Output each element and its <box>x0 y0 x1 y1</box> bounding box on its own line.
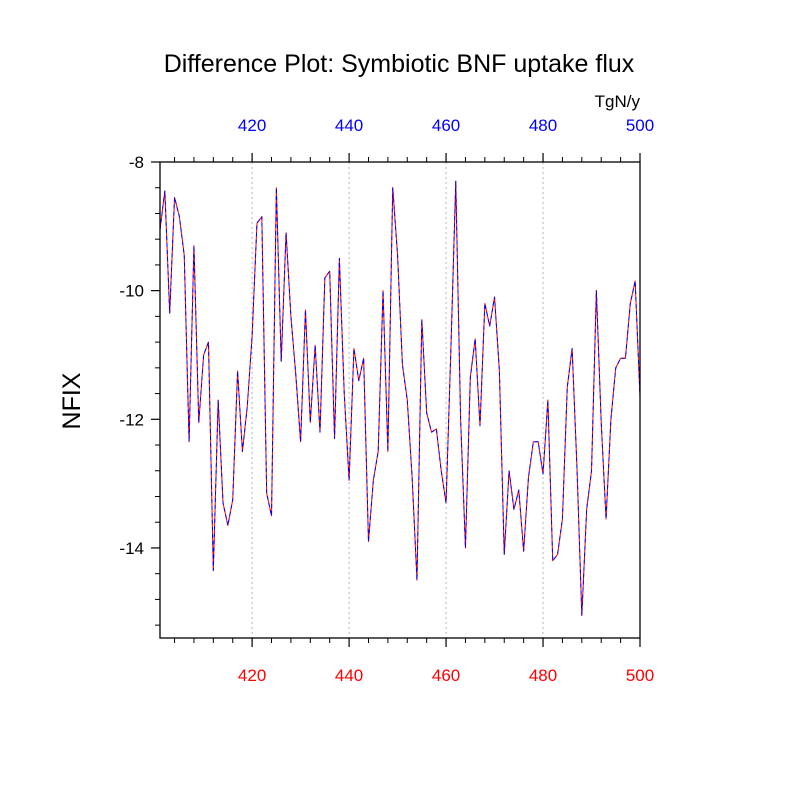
x-tick-label-top-420: 420 <box>238 116 266 135</box>
x-tick-label-bottom-440: 440 <box>335 666 363 685</box>
chart-title: Difference Plot: Symbiotic BNF uptake fl… <box>164 50 635 78</box>
x-tick-label-top-440: 440 <box>335 116 363 135</box>
x-tick-label-bottom-420: 420 <box>238 666 266 685</box>
x-tick-label-top-480: 480 <box>529 116 557 135</box>
series-line-1 <box>159 180 641 616</box>
x-tick-label-top-460: 460 <box>432 116 460 135</box>
y-tick-label--14: -14 <box>119 539 144 558</box>
axis-tick-labels: -8 -10 -12 -14 420 420 440 440 460 460 480 480 500 50… <box>119 116 654 685</box>
y-axis-label: NFIX <box>58 372 86 429</box>
x-gridlines <box>251 162 544 638</box>
series-line-2 <box>159 180 641 616</box>
x-tick-label-bottom-480: 480 <box>529 666 557 685</box>
axis-ticks <box>151 153 641 647</box>
units-label: TgN/y <box>595 92 641 111</box>
series-lines <box>159 180 641 616</box>
x-tick-label-bottom-460: 460 <box>432 666 460 685</box>
y-tick-label--8: -8 <box>129 153 144 172</box>
y-tick-label--10: -10 <box>119 282 144 301</box>
plot-frame <box>159 161 641 639</box>
y-tick-label--12: -12 <box>119 410 144 429</box>
x-tick-label-bottom-500: 500 <box>626 666 654 685</box>
x-tick-label-top-500: 500 <box>626 116 654 135</box>
